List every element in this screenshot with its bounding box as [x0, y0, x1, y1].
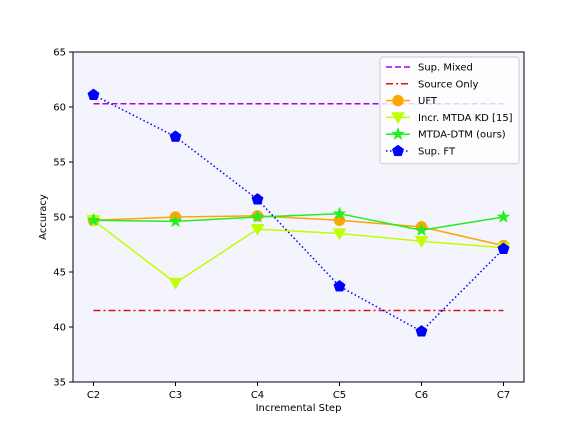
- series-line: [93, 219, 504, 284]
- series-line: [93, 215, 504, 247]
- series-layer: [86, 88, 511, 337]
- series-line: [93, 212, 504, 231]
- legend-label: Sup. FT: [418, 147, 456, 158]
- data-point: [169, 130, 182, 142]
- x-tick-label: C5: [333, 390, 346, 401]
- data-point: [168, 277, 183, 290]
- y-tick-label: 45: [53, 268, 66, 279]
- legend-marker: [392, 94, 404, 107]
- data-point: [250, 223, 265, 236]
- y-tick-label: 65: [53, 48, 66, 59]
- data-point: [332, 206, 347, 220]
- legend-label: Source Only: [418, 79, 479, 90]
- legend-item: Sup. FT: [386, 144, 456, 158]
- legend-marker: [391, 112, 405, 125]
- y-tick-label: 55: [53, 158, 66, 169]
- legend-marker: [391, 144, 405, 157]
- plot-frame: [72, 51, 525, 383]
- data-point: [415, 325, 428, 337]
- data-point: [497, 242, 510, 254]
- axes-layer: 35 40 45 50 55 60 65 C2 C3 C4 C5 C6 C7: [53, 48, 510, 402]
- legend: Sup. Mixed Source Only UFT Incr. MTDA KD [1…: [379, 56, 520, 165]
- legend-item: Incr. MTDA KD [15]: [386, 112, 513, 125]
- data-point: [496, 209, 511, 223]
- y-tick-label: 50: [53, 213, 66, 224]
- data-point: [251, 193, 264, 205]
- data-point: [414, 236, 429, 248]
- legend-label: MTDA-DTM (ours): [418, 130, 506, 141]
- data-point: [250, 209, 265, 223]
- legend-item: Sup. Mixed: [386, 63, 473, 74]
- x-tick-label: C3: [169, 390, 182, 401]
- series-line: [93, 94, 505, 333]
- y-tick-label: 60: [53, 103, 66, 114]
- series-sup-ft: [87, 88, 510, 337]
- legend-marker: [391, 126, 405, 141]
- y-tick-label: 40: [53, 323, 66, 334]
- legend-label: Sup. Mixed: [418, 63, 473, 74]
- legend-item: UFT: [386, 94, 438, 107]
- legend-box: [379, 56, 520, 165]
- data-point: [168, 214, 183, 228]
- legend-item: MTDA-DTM (ours): [386, 126, 506, 141]
- series-mtda-dtm-ours: [86, 206, 511, 237]
- y-tick-label: 35: [53, 378, 66, 389]
- data-point: [333, 279, 346, 292]
- data-point: [87, 88, 100, 100]
- y-axis-label: Accuracy: [38, 194, 49, 240]
- x-tick-label: C4: [251, 390, 264, 401]
- legend-label: Incr. MTDA KD [15]: [418, 113, 513, 124]
- x-axis-label: Incremental Step: [256, 403, 342, 414]
- legend-item: Source Only: [386, 79, 479, 90]
- x-tick-label: C7: [497, 390, 510, 401]
- x-tick-label: C2: [87, 390, 100, 401]
- data-point: [414, 222, 429, 237]
- data-point: [332, 228, 347, 241]
- legend-label: UFT: [418, 96, 438, 107]
- x-tick-label: C6: [415, 390, 428, 401]
- data-point: [86, 213, 101, 227]
